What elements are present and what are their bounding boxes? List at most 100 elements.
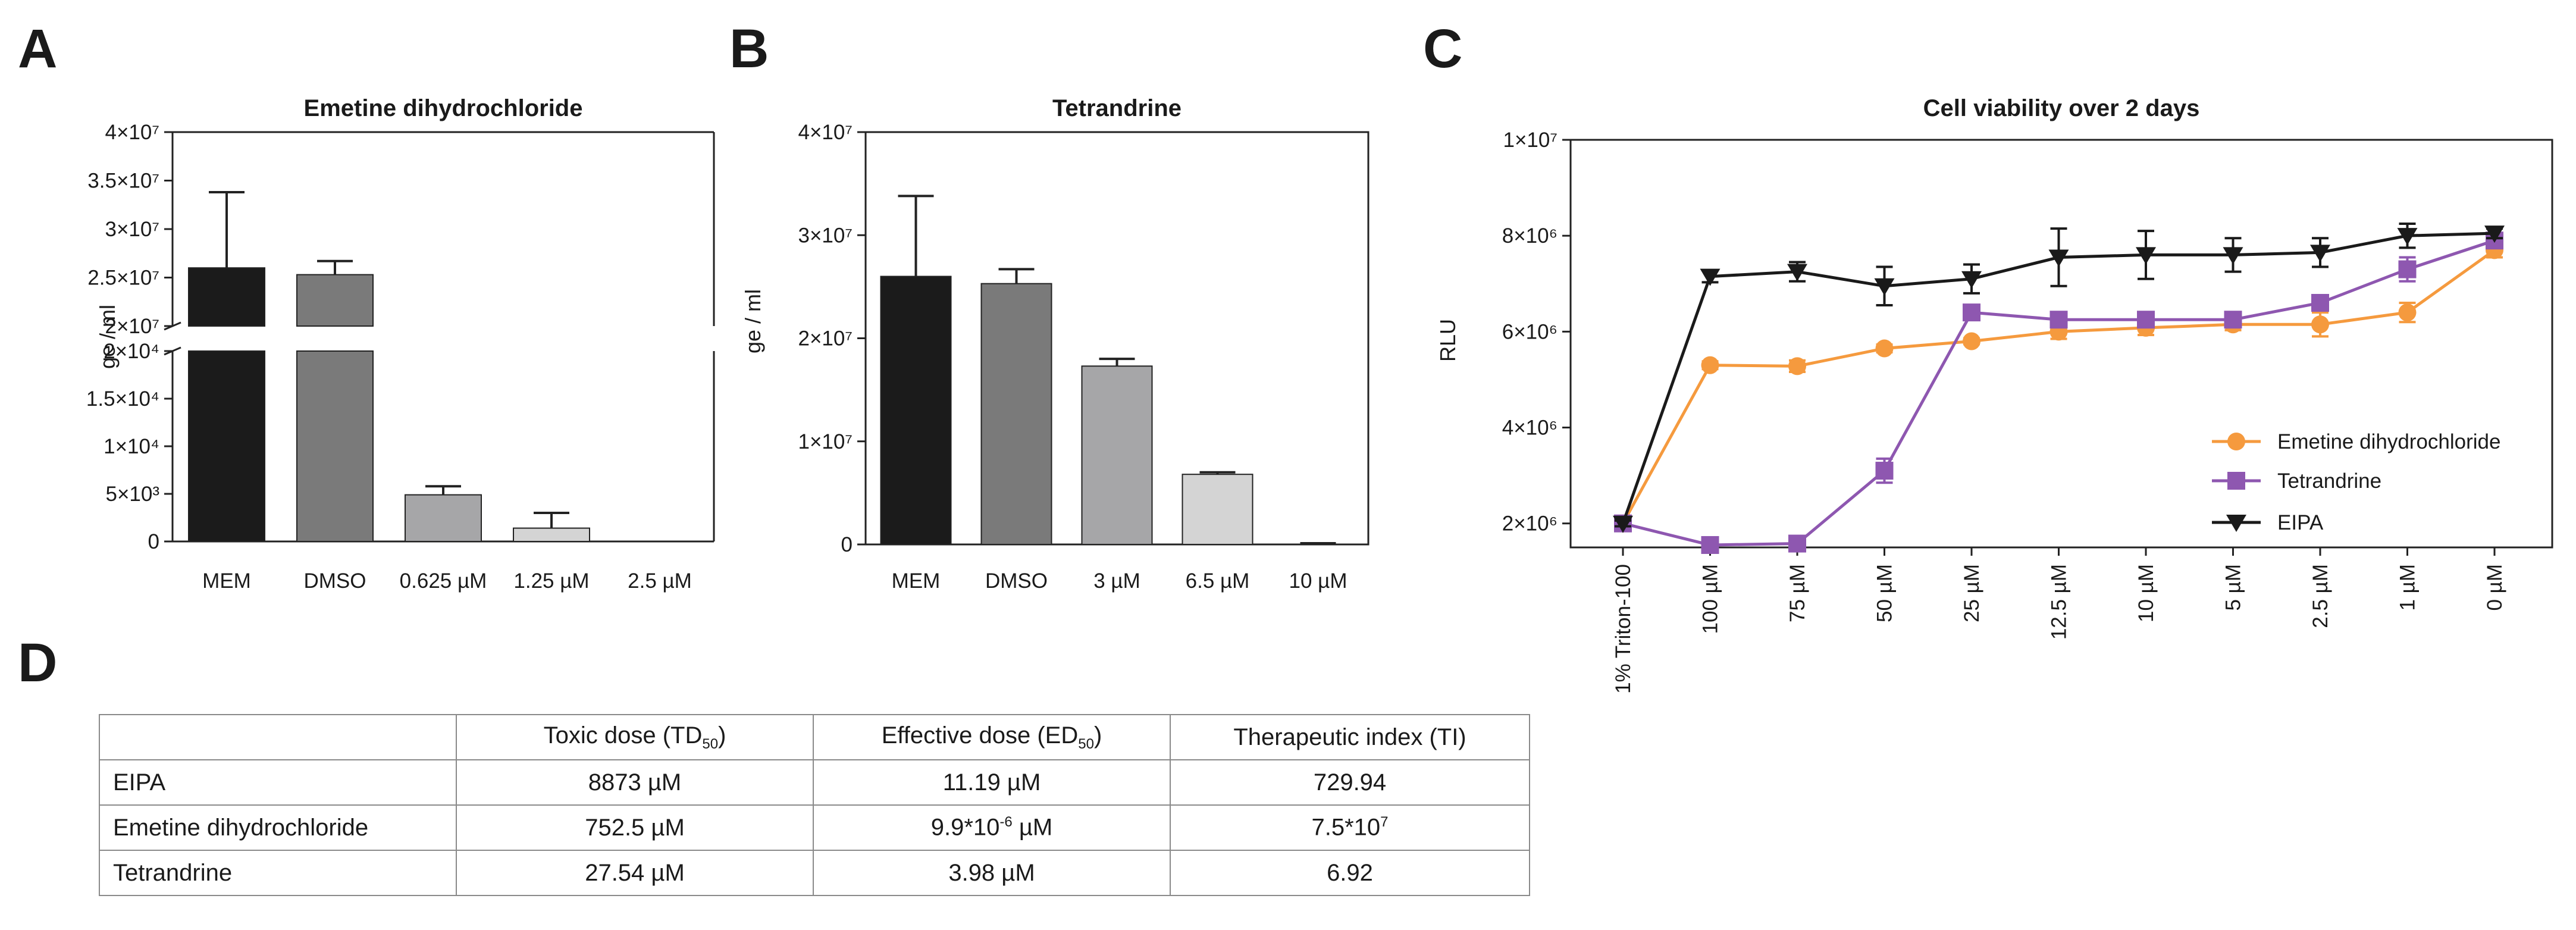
ti-emetine: 7.5*107	[1170, 804, 1530, 851]
chart-b-xtick-label: 10 µM	[1289, 569, 1347, 593]
chart-b-ytick-label: 1×10⁷	[798, 430, 853, 453]
effective-dose-label: Effective dose (ED	[881, 722, 1079, 749]
chart-b-ytick-label: 0	[841, 533, 853, 556]
table-header-effective-dose: Effective dose (ED50)	[813, 714, 1171, 760]
chart-c-point	[2048, 249, 2069, 267]
chart-c-point	[1701, 356, 1719, 374]
chart-c-point	[2310, 245, 2330, 262]
chart-c-point	[2049, 311, 2068, 329]
chart-c-point	[1875, 339, 1894, 358]
chart-b-bar	[1081, 365, 1153, 546]
chart-c-xtick-label: 10 µM	[2135, 564, 2158, 622]
chart-c-xtick-label: 1% Triton-100	[1612, 564, 1635, 694]
table-row: Tetrandrine 27.54 µM 3.98 µM 6.92	[99, 850, 1530, 896]
chart-a-bar-lower	[296, 350, 374, 542]
chart-a-ytick-label-upper: 3×10⁷	[105, 218, 160, 241]
ed-emetine: 9.9*10-6 µM	[813, 804, 1171, 851]
chart-c-ytick-label: 4×10⁶	[1502, 417, 1557, 440]
chart-c-xtick-label: 2.5 µM	[2309, 564, 2332, 628]
chart-a-ytick-label-lower: 0	[148, 530, 159, 553]
table-row: EIPA 8873 µM 11.19 µM 729.94	[99, 759, 1530, 806]
ed-eipa: 11.19 µM	[813, 759, 1171, 806]
chart-c-point	[1701, 536, 1719, 554]
ti-emetine-base: 7.5*10	[1311, 814, 1381, 841]
chart-c-ytick-label: 8×10⁶	[1502, 224, 1557, 248]
chart-c-frame	[1569, 139, 2553, 549]
chart-c-xtick-label: 100 µM	[1699, 564, 1722, 634]
ti-eipa: 729.94	[1170, 759, 1530, 806]
chart-c-xtick-label: 75 µM	[1786, 564, 1809, 622]
chart-a-ytick-label-lower: 2×10⁴	[104, 340, 159, 363]
chart-a-ytick-label-upper: 4×10⁷	[105, 121, 160, 144]
toxic-dose-sub: 50	[702, 735, 719, 752]
chart-a-xtick-label: MEM	[202, 569, 251, 593]
ti-emetine-exp: 7	[1380, 814, 1389, 831]
chart-c-point	[2311, 315, 2329, 334]
table-header-empty	[99, 714, 457, 760]
chart-c-title: Cell viability over 2 days	[1923, 95, 2200, 121]
chart-b-xtick-label: 3 µM	[1093, 569, 1140, 593]
chart-a-xtick-label: 1.25 µM	[513, 569, 589, 593]
chart-a-bar	[405, 494, 482, 542]
chart-c-xtick-label: 5 µM	[2222, 564, 2245, 611]
chart-a-bar-lower	[188, 350, 265, 542]
chart-c-point	[1788, 534, 1806, 553]
chart-c-point	[2137, 311, 2155, 329]
chart-b-xtick-label: 6.5 µM	[1186, 569, 1250, 593]
table-header-therapeutic-index: Therapeutic index (TI)	[1170, 714, 1530, 760]
chart-c-point	[1700, 268, 1721, 286]
chart-b-xtick-label: DMSO	[985, 569, 1048, 593]
chart-a-ytick-label-lower: 5×10³	[106, 483, 160, 506]
chart-c-xtick-label: 0 µM	[2483, 564, 2506, 611]
chart-a-xtick-label: 2.5 µM	[628, 569, 692, 593]
chart-c-ytick-label: 1×10⁷	[1503, 129, 1558, 152]
ed-emetine-exp: -6	[999, 814, 1013, 831]
chart-c-legend-marker	[2227, 433, 2245, 450]
chart-c-point	[1875, 462, 1894, 480]
chart-a-xtick-label: DMSO	[304, 569, 366, 593]
chart-c-ytick-label: 2×10⁶	[1502, 512, 1557, 536]
td-tetrandrine: 27.54 µM	[456, 850, 814, 896]
chart-a-bar-upper	[188, 267, 265, 327]
chart-a-bar	[513, 527, 590, 542]
chart-c-point	[1961, 271, 1982, 289]
chart-c-legend-label: Tetrandrine	[2277, 469, 2381, 493]
table-row: Emetine dihydrochloride 752.5 µM 9.9*10-…	[99, 804, 1530, 851]
chart-c-point	[2484, 226, 2505, 243]
chart-c-xtick-label: 1 µM	[2396, 564, 2420, 611]
td-emetine: 752.5 µM	[456, 804, 814, 851]
chart-c-legend-label: Emetine dihydrochloride	[2277, 430, 2500, 453]
chart-b-title: Tetrandrine	[1052, 95, 1182, 121]
chart-c-point	[1613, 515, 1633, 533]
chart-a-xtick-label: 0.625 µM	[400, 569, 487, 593]
td-eipa: 8873 µM	[456, 759, 814, 806]
ti-tetrandrine: 6.92	[1170, 850, 1530, 896]
chart-c-legend-marker	[2227, 472, 2245, 490]
chart-c-point	[2136, 247, 2156, 265]
panel-letter-d: D	[18, 632, 58, 693]
row-name-eipa: EIPA	[99, 759, 457, 806]
chart-b-ytick-label: 3×10⁷	[798, 224, 853, 247]
chart-a-ytick-label-lower: 1×10⁴	[104, 435, 159, 458]
row-name-tetrandrine: Tetrandrine	[99, 850, 457, 896]
row-name-emetine: Emetine dihydrochloride	[99, 804, 457, 851]
table-header-toxic-dose: Toxic dose (TD50)	[456, 714, 814, 760]
panel-letter-c: C	[1423, 18, 1463, 79]
chart-b-ytick-label: 2×10⁷	[798, 327, 853, 350]
chart-c-point	[2398, 303, 2417, 322]
chart-c-ylabel: RLU	[1436, 319, 1460, 362]
chart-c-point	[2223, 247, 2243, 265]
chart-c-point	[2398, 260, 2417, 278]
chart-a-title: Emetine dihydrochloride	[304, 95, 583, 121]
chart-c-point	[1787, 264, 1807, 281]
chart-c-xtick-label: 50 µM	[1873, 564, 1897, 622]
panel-letter-a: A	[18, 18, 58, 79]
chart-b-bar	[880, 275, 952, 545]
chart-a-bar-upper	[296, 274, 374, 327]
chart-c-ytick-label: 6×10⁶	[1502, 320, 1557, 343]
chart-c-point	[2397, 228, 2418, 246]
chart-c-point	[1963, 332, 1980, 350]
chart-b-xtick-label: MEM	[892, 569, 941, 593]
chart-a-ytick-label-upper: 3.5×10⁷	[87, 170, 159, 193]
